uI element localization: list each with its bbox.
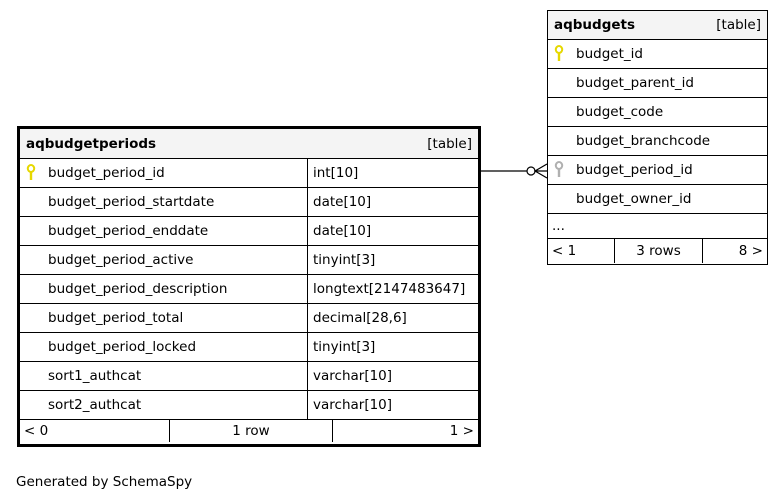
column-row[interactable]: budget_id	[548, 40, 767, 69]
parents-link[interactable]: < 1	[548, 239, 615, 263]
row-count: 3 rows	[615, 239, 703, 263]
column-row[interactable]: budget_code	[548, 98, 767, 127]
table-kind: [table]	[716, 17, 761, 33]
column-name: budget_period_active	[48, 252, 194, 268]
column-name: budget_period_startdate	[48, 194, 215, 210]
primary-key-icon	[26, 164, 48, 182]
column-row[interactable]: budget_period_locked tinyint[3]	[20, 333, 478, 362]
children-link[interactable]: 8 >	[738, 243, 763, 259]
column-name: budget_id	[576, 46, 643, 62]
table-footer: < 1 3 rows 8 >	[548, 239, 767, 263]
parents-link[interactable]: < 0	[20, 420, 170, 442]
column-name: budget_period_id	[48, 165, 165, 181]
column-row[interactable]: budget_parent_id	[548, 69, 767, 98]
table-aqbudgetperiods[interactable]: aqbudgetperiods [table] budget_period_id i…	[17, 126, 481, 447]
column-name: budget_period_description	[48, 281, 228, 297]
column-row[interactable]: sort1_authcat varchar[10]	[20, 362, 478, 391]
column-name: budget_code	[576, 104, 664, 120]
column-type: date[10]	[313, 194, 372, 210]
column-row[interactable]: budget_period_enddate date[10]	[20, 217, 478, 246]
table-footer: < 0 1 row 1 >	[20, 420, 478, 442]
more-columns: ...	[548, 214, 767, 239]
column-row[interactable]: budget_period_id int[10]	[20, 159, 478, 188]
column-row[interactable]: budget_period_startdate date[10]	[20, 188, 478, 217]
table-name: aqbudgets	[554, 17, 636, 33]
column-name: budget_parent_id	[576, 75, 694, 91]
column-row[interactable]: budget_period_total decimal[28,6]	[20, 304, 478, 333]
column-type: varchar[10]	[313, 397, 393, 413]
table-header: aqbudgets [table]	[548, 11, 767, 40]
table-header: aqbudgetperiods [table]	[20, 129, 478, 159]
column-type: tinyint[3]	[313, 252, 376, 268]
column-name: sort1_authcat	[48, 368, 142, 384]
generated-by: Generated by SchemaSpy	[16, 474, 193, 490]
column-row[interactable]: budget_owner_id	[548, 185, 767, 214]
column-name: budget_period_id	[576, 162, 693, 178]
column-name: budget_owner_id	[576, 191, 692, 207]
table-name: aqbudgetperiods	[26, 135, 157, 152]
column-name: sort2_authcat	[48, 397, 142, 413]
column-type: longtext[2147483647]	[313, 281, 466, 297]
column-name: budget_period_total	[48, 310, 184, 326]
table-aqbudgets[interactable]: aqbudgets [table] budget_id budget_parent_…	[547, 10, 768, 265]
column-type: tinyint[3]	[313, 339, 376, 355]
column-type: int[10]	[313, 165, 359, 181]
table-kind: [table]	[427, 135, 472, 152]
column-row[interactable]: budget_period_active tinyint[3]	[20, 246, 478, 275]
column-type: date[10]	[313, 223, 372, 239]
column-type: varchar[10]	[313, 368, 393, 384]
children-link[interactable]: 1 >	[449, 423, 474, 439]
column-row[interactable]: budget_period_id	[548, 156, 767, 185]
column-name: budget_period_locked	[48, 339, 197, 355]
column-name: budget_period_enddate	[48, 223, 209, 239]
column-row[interactable]: sort2_authcat varchar[10]	[20, 391, 478, 420]
primary-key-icon	[554, 45, 576, 63]
column-type: decimal[28,6]	[313, 310, 407, 326]
column-row[interactable]: budget_period_description longtext[214748…	[20, 275, 478, 304]
column-name: budget_branchcode	[576, 133, 711, 149]
column-row[interactable]: budget_branchcode	[548, 127, 767, 156]
row-count: 1 row	[170, 420, 333, 442]
foreign-key-icon	[554, 161, 576, 179]
